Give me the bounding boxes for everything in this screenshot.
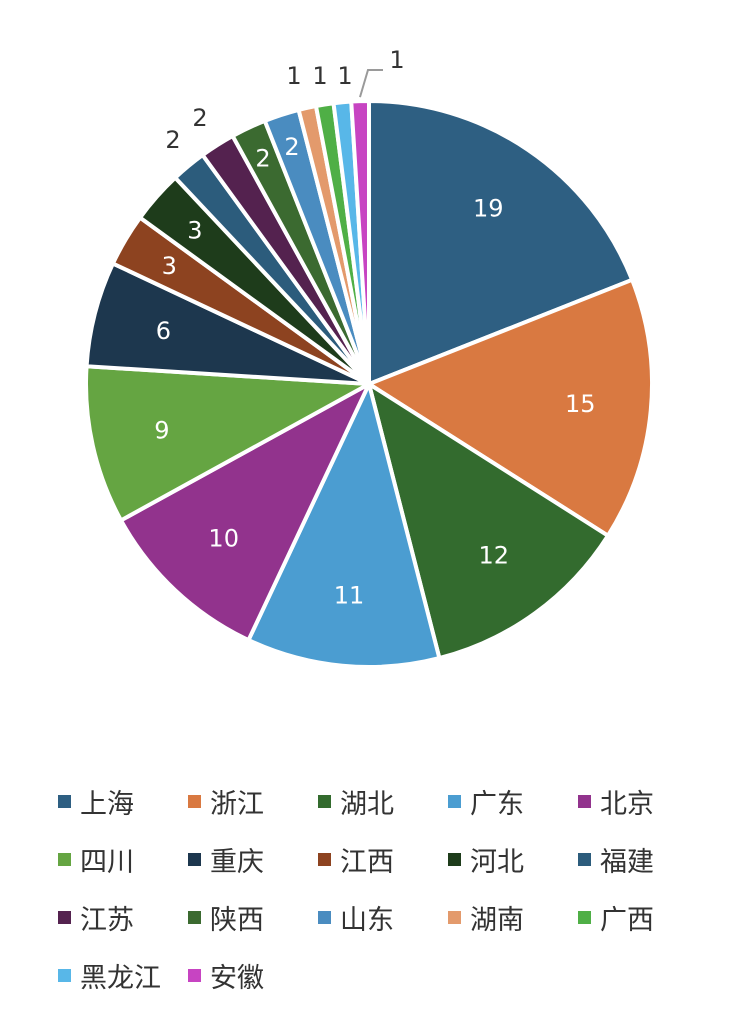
legend-item-3: 广东 [448, 782, 578, 821]
legend-item-15: 黑龙江 [58, 956, 188, 995]
slice-label-1: 15 [565, 390, 596, 418]
legend-label-0: 上海 [80, 788, 134, 820]
slice-label-16: 1 [389, 46, 404, 74]
legend-label-10: 江苏 [80, 904, 134, 936]
legend-item-13: 湖南 [448, 898, 578, 937]
slice-label-11: 2 [255, 145, 270, 173]
legend-item-5: 四川 [58, 840, 188, 879]
slice-label-14: 1 [312, 62, 327, 90]
legend-label-1: 浙江 [210, 788, 264, 820]
legend-swatch-9 [578, 852, 591, 866]
legend-item-16: 安徽 [188, 956, 318, 995]
legend-swatch-6 [188, 852, 201, 866]
legend-swatch-7 [318, 852, 331, 866]
slice-label-8: 3 [187, 217, 202, 245]
legend-label-6: 重庆 [210, 846, 264, 878]
slice-label-9: 2 [165, 126, 180, 154]
slice-label-13: 1 [286, 62, 301, 90]
pie-slice-1 [367, 277, 654, 538]
legend-label-8: 河北 [470, 846, 524, 878]
legend-swatch-16 [188, 968, 201, 982]
legend-label-11: 陕西 [210, 904, 264, 936]
legend-item-6: 重庆 [188, 840, 318, 879]
legend-swatch-5 [58, 852, 71, 866]
legend-swatch-15 [58, 968, 71, 982]
slice-label-0: 19 [473, 194, 504, 222]
legend-swatch-2 [318, 794, 331, 808]
legend-item-14: 广西 [578, 898, 708, 937]
legend-item-11: 陕西 [188, 898, 318, 937]
pie-slice-4 [119, 382, 371, 643]
slice-label-7: 3 [162, 252, 177, 280]
legend-row: 黑龙江 安徽 [58, 946, 718, 1004]
legend-label-3: 广东 [470, 788, 524, 820]
pie-slice-2 [367, 382, 610, 661]
legend-item-0: 上海 [58, 782, 188, 821]
slice-label-15: 1 [337, 62, 352, 90]
slice-label-2: 12 [478, 542, 509, 570]
legend-swatch-8 [448, 852, 461, 866]
legend-item-1: 浙江 [188, 782, 318, 821]
slice-label-4: 10 [208, 525, 239, 553]
legend-swatch-4 [578, 794, 591, 808]
legend-swatch-0 [58, 794, 71, 808]
slice-label-10: 2 [192, 104, 207, 132]
legend-swatch-14 [578, 910, 591, 924]
slice-label-3: 11 [334, 581, 365, 609]
pie-slice-0 [367, 99, 635, 386]
pie-slice-16 [349, 99, 371, 386]
slice-label-6: 6 [156, 317, 171, 345]
slice-label-5: 9 [154, 416, 169, 444]
leader-line-16 [359, 69, 383, 98]
legend-row: 上海 浙江 湖北 广东 北京 [58, 772, 718, 830]
legend-item-8: 河北 [448, 840, 578, 879]
legend-label-16: 安徽 [210, 962, 264, 994]
legend-swatch-12 [318, 910, 331, 924]
legend-label-5: 四川 [80, 846, 134, 878]
legend-item-2: 湖北 [318, 782, 448, 821]
legend: 上海 浙江 湖北 广东 北京四川 重庆 江西 河北 福建江苏 陕西 山东 湖南 广西黑龙江 安徽 [58, 772, 718, 1004]
legend-item-4: 北京 [578, 782, 708, 821]
legend-item-10: 江苏 [58, 898, 188, 937]
pie-slice-3 [246, 382, 442, 669]
legend-row: 四川 重庆 江西 河北 福建 [58, 830, 718, 888]
legend-label-12: 山东 [340, 904, 394, 936]
legend-row: 江苏 陕西 山东 湖南 广西 [58, 888, 718, 946]
legend-label-7: 江西 [340, 846, 394, 878]
legend-swatch-10 [58, 910, 71, 924]
legend-label-2: 湖北 [340, 788, 394, 820]
legend-swatch-1 [188, 794, 201, 808]
legend-label-13: 湖南 [470, 904, 524, 936]
legend-swatch-13 [448, 910, 461, 924]
legend-item-9: 福建 [578, 840, 708, 879]
legend-label-14: 广西 [600, 904, 654, 936]
legend-item-7: 江西 [318, 840, 448, 879]
slice-label-12: 2 [284, 133, 299, 161]
legend-swatch-11 [188, 910, 201, 924]
legend-item-12: 山东 [318, 898, 448, 937]
pie-slices [84, 99, 654, 669]
leader-lines [359, 69, 383, 98]
legend-label-9: 福建 [600, 846, 654, 878]
legend-swatch-3 [448, 794, 461, 808]
legend-label-15: 黑龙江 [80, 962, 161, 994]
legend-label-4: 北京 [600, 788, 654, 820]
pie-slice-5 [84, 364, 371, 523]
